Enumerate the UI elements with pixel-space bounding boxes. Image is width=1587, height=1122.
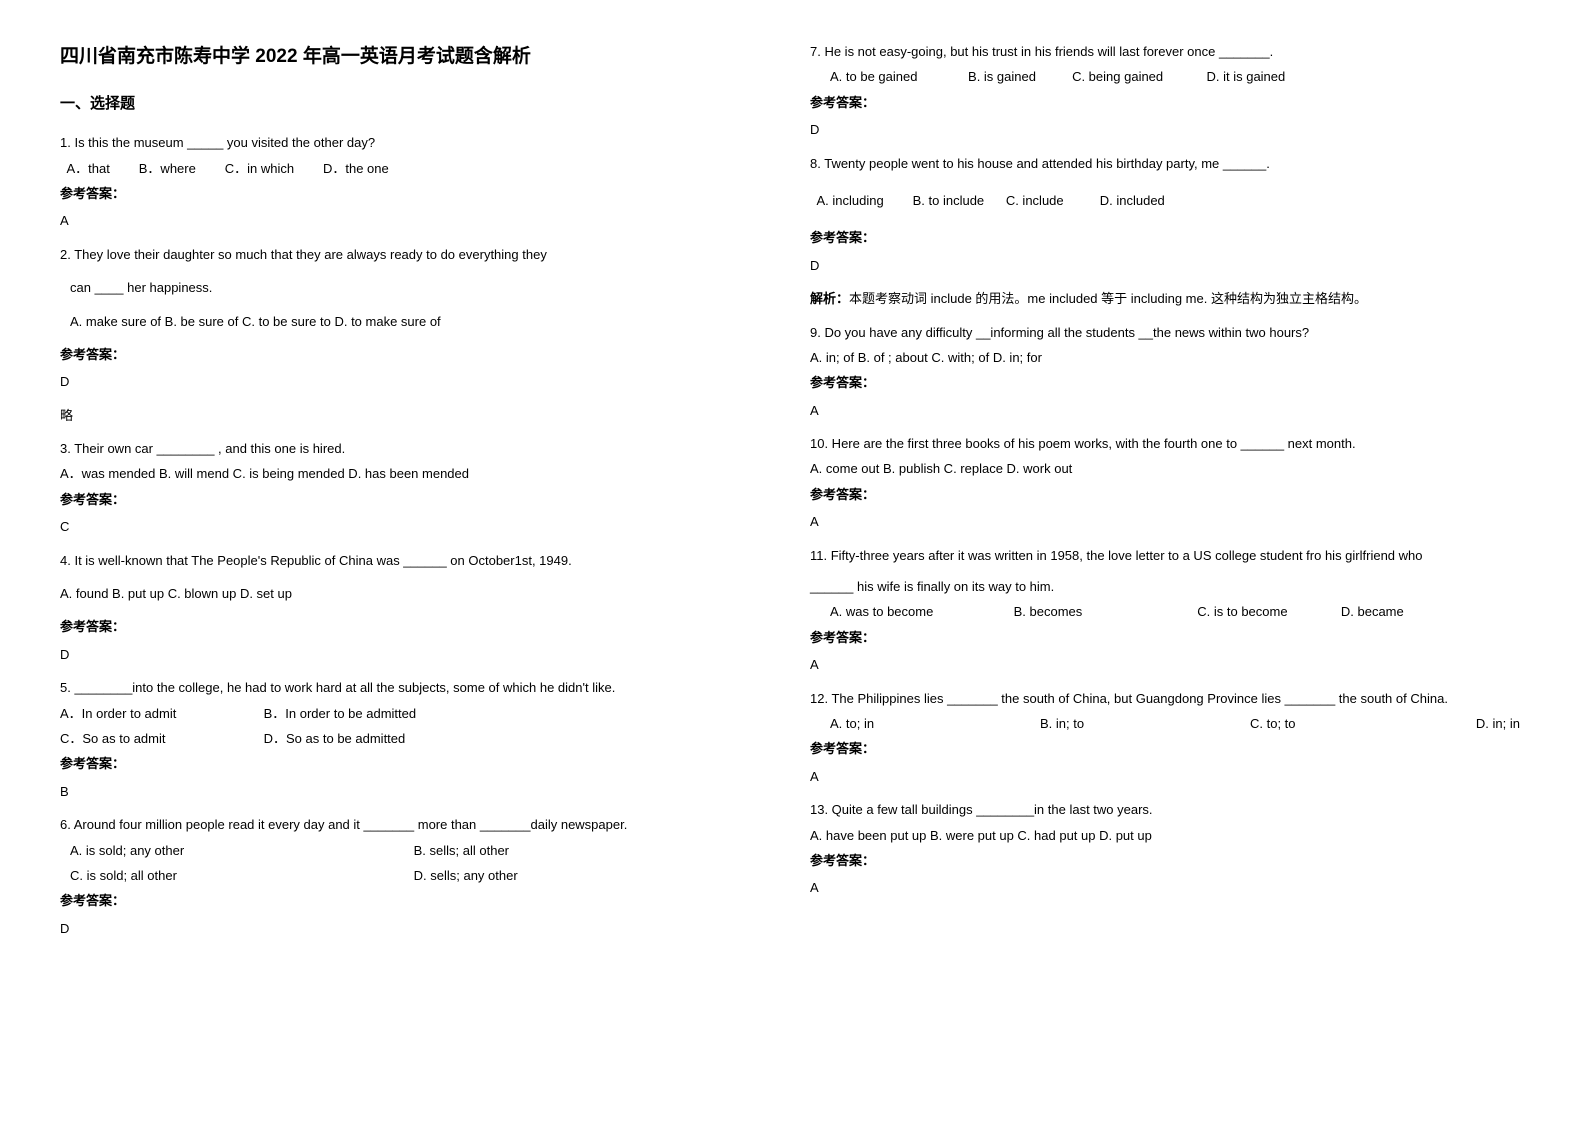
answer-value: C	[60, 515, 770, 538]
question-6: 6. Around four million people read it ev…	[60, 813, 770, 940]
option-a: A. is sold; any other	[60, 839, 410, 862]
answer-value: D	[60, 370, 770, 393]
answer-label: 参考答案：	[810, 371, 1520, 394]
answer-value: A	[60, 209, 770, 232]
question-text: 7. He is not easy-going, but his trust i…	[810, 40, 1520, 63]
option-c: C. is to become	[1197, 600, 1337, 623]
left-column: 四川省南充市陈寿中学 2022 年高一英语月考试题含解析 一、选择题 1. Is…	[60, 40, 770, 950]
question-options-row2: C．So as to admit D．So as to be admitted	[60, 727, 770, 750]
question-2: 2. They love their daughter so much that…	[60, 243, 770, 427]
page: 四川省南充市陈寿中学 2022 年高一英语月考试题含解析 一、选择题 1. Is…	[60, 40, 1520, 950]
answer-label: 参考答案：	[60, 752, 770, 775]
answer-value: D	[810, 118, 1520, 141]
option-c: C．So as to admit	[60, 727, 260, 750]
question-text: 1. Is this the museum _____ you visited …	[60, 131, 770, 154]
option-a: A．In order to admit	[60, 702, 260, 725]
option-b: B. sells; all other	[414, 843, 509, 858]
question-text-cont: ______ his wife is finally on its way to…	[810, 575, 1520, 598]
option-d: D. became	[1341, 604, 1404, 619]
explanation-body: 本题考察动词 include 的用法。me included 等于 includ…	[849, 291, 1367, 306]
question-3: 3. Their own car ________ , and this one…	[60, 437, 770, 539]
question-5: 5. ________into the college, he had to w…	[60, 676, 770, 803]
question-options: A．that B．where C．in which D．the one	[60, 157, 770, 180]
answer-value: D	[810, 254, 1520, 277]
question-text: 12. The Philippines lies _______ the sou…	[810, 687, 1520, 710]
document-title: 四川省南充市陈寿中学 2022 年高一英语月考试题含解析	[60, 40, 770, 74]
explanation-label: 解析：	[810, 291, 849, 306]
answer-label: 参考答案：	[60, 488, 770, 511]
question-8: 8. Twenty people went to his house and a…	[810, 152, 1520, 311]
option-a: A. to; in	[830, 712, 1040, 735]
answer-label: 参考答案：	[810, 626, 1520, 649]
question-text: 6. Around four million people read it ev…	[60, 813, 770, 836]
section-heading: 一、选择题	[60, 90, 770, 117]
question-options: A. come out B. publish C. replace D. wor…	[810, 457, 1520, 480]
right-column: 7. He is not easy-going, but his trust i…	[810, 40, 1520, 950]
option-d: D. in; in	[1460, 712, 1520, 735]
answer-label: 参考答案：	[60, 182, 770, 205]
answer-value: D	[60, 643, 770, 666]
question-text: 8. Twenty people went to his house and a…	[810, 152, 1520, 175]
question-options: A．was mended B. will mend C. is being me…	[60, 462, 770, 485]
option-a: A. was to become	[830, 600, 1010, 623]
answer-label: 参考答案：	[810, 849, 1520, 872]
question-text-cont: can ____ her happiness.	[70, 276, 770, 299]
answer-value: A	[810, 653, 1520, 676]
question-10: 10. Here are the first three books of hi…	[810, 432, 1520, 534]
answer-value: A	[810, 510, 1520, 533]
answer-label: 参考答案：	[60, 615, 770, 638]
answer-label: 参考答案：	[810, 91, 1520, 114]
question-options-row2: C. is sold; all other D. sells; any othe…	[60, 864, 770, 887]
question-13: 13. Quite a few tall buildings ________i…	[810, 798, 1520, 900]
question-options: A. including B. to include C. include D.…	[810, 189, 1520, 212]
question-12: 12. The Philippines lies _______ the sou…	[810, 687, 1520, 789]
question-4: 4. It is well-known that The People's Re…	[60, 549, 770, 667]
answer-value: A	[810, 399, 1520, 422]
answer-value: B	[60, 780, 770, 803]
answer-label: 参考答案：	[810, 226, 1520, 249]
question-options: A. in; of B. of ; about C. with; of D. i…	[810, 346, 1520, 369]
answer-value: A	[810, 876, 1520, 899]
question-text: 10. Here are the first three books of hi…	[810, 432, 1520, 455]
question-options: A. have been put up B. were put up C. ha…	[810, 824, 1520, 847]
option-d: D．So as to be admitted	[264, 731, 406, 746]
answer-label: 参考答案：	[810, 737, 1520, 760]
question-options: A．In order to admit B．In order to be adm…	[60, 702, 770, 725]
question-9: 9. Do you have any difficulty __informin…	[810, 321, 1520, 423]
answer-label: 参考答案：	[60, 889, 770, 912]
question-options: A. found B. put up C. blown up D. set up	[60, 582, 770, 605]
explanation: 解析：解析：本题考察动词 include 的用法。me included 等于 …	[810, 287, 1520, 310]
question-options: A. was to become B. becomes C. is to bec…	[810, 600, 1520, 623]
question-options: A. make sure of B. be sure of C. to be s…	[70, 310, 770, 333]
option-b: B．In order to be admitted	[264, 706, 416, 721]
option-c: C. to; to	[1250, 712, 1460, 735]
question-text: 4. It is well-known that The People's Re…	[60, 549, 770, 572]
option-b: B. in; to	[1040, 712, 1250, 735]
option-c: C. is sold; all other	[60, 864, 410, 887]
question-options: A. is sold; any other B. sells; all othe…	[60, 839, 770, 862]
option-d: D. sells; any other	[414, 868, 518, 883]
answer-label: 参考答案：	[60, 343, 770, 366]
question-text: 9. Do you have any difficulty __informin…	[810, 321, 1520, 344]
option-b: B. becomes	[1014, 600, 1194, 623]
question-options: A. to; in B. in; to C. to; to D. in; in	[810, 712, 1520, 735]
question-options: A. to be gained B. is gained C. being ga…	[810, 65, 1520, 88]
question-7: 7. He is not easy-going, but his trust i…	[810, 40, 1520, 142]
answer-value: A	[810, 765, 1520, 788]
question-1: 1. Is this the museum _____ you visited …	[60, 131, 770, 233]
question-text: 3. Their own car ________ , and this one…	[60, 437, 770, 460]
explanation: 略	[60, 404, 770, 427]
question-text: 13. Quite a few tall buildings ________i…	[810, 798, 1520, 821]
question-text: 2. They love their daughter so much that…	[60, 243, 770, 266]
answer-value: D	[60, 917, 770, 940]
answer-label: 参考答案：	[810, 483, 1520, 506]
question-11: 11. Fifty-three years after it was writt…	[810, 544, 1520, 677]
question-text: 11. Fifty-three years after it was writt…	[810, 544, 1520, 567]
question-text: 5. ________into the college, he had to w…	[60, 676, 770, 699]
